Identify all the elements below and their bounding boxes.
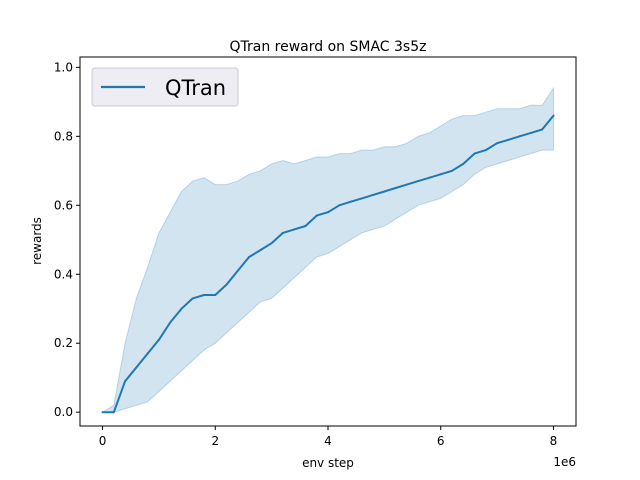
data-point	[428, 176, 431, 179]
data-point	[124, 380, 127, 383]
data-point	[372, 193, 375, 196]
chart-title: QTran reward on SMAC 3s5z	[230, 39, 427, 55]
data-point	[248, 256, 251, 258]
data-point	[552, 114, 555, 117]
data-point	[135, 366, 138, 369]
x-tick-label: 0	[99, 434, 107, 448]
data-point	[349, 200, 352, 203]
data-point	[541, 128, 544, 131]
x-tick-label: 8	[550, 434, 558, 448]
data-point	[327, 211, 329, 214]
confidence-band-0	[100, 86, 554, 413]
x-tick-label: 6	[437, 434, 445, 448]
data-point	[383, 190, 386, 193]
legend: QTran	[91, 67, 239, 107]
x-axis-label: env step	[302, 456, 354, 470]
data-point	[214, 294, 217, 296]
data-point	[484, 149, 487, 152]
data-point	[293, 228, 296, 231]
y-axis-label: rewards	[30, 217, 44, 265]
data-point	[270, 242, 273, 245]
plot-area	[100, 86, 555, 414]
data-point	[101, 411, 104, 414]
data-point	[236, 269, 239, 272]
data-point	[529, 131, 532, 134]
x-tick-label: 4	[324, 434, 332, 448]
data-point	[225, 283, 228, 286]
data-point	[394, 187, 397, 189]
y-tick-label: 0.0	[54, 405, 73, 419]
data-point	[405, 183, 408, 186]
data-point	[112, 411, 115, 414]
x-axis-offset-label: 1e6	[553, 455, 576, 469]
x-axis-ticks: 0 2 4 6 8	[99, 426, 558, 448]
data-point	[473, 152, 476, 155]
data-point	[259, 249, 262, 252]
data-point	[146, 352, 149, 355]
legend-box	[91, 67, 239, 107]
legend-label-qtran: QTran	[165, 76, 226, 100]
data-point	[518, 135, 521, 138]
confidence-band-layer	[100, 86, 554, 413]
data-point	[180, 307, 183, 310]
data-point	[338, 204, 341, 207]
data-point	[169, 321, 172, 324]
data-point	[462, 162, 465, 165]
data-point	[315, 214, 318, 217]
data-point	[360, 197, 363, 200]
data-point	[507, 138, 510, 141]
series-line-layer	[101, 114, 555, 414]
y-axis-ticks: 0.0 0.2 0.4 0.6 0.8 1.0	[54, 60, 80, 419]
data-point	[417, 180, 420, 183]
data-point	[157, 338, 160, 341]
y-tick-label: 0.8	[54, 129, 73, 143]
y-tick-label: 0.2	[54, 336, 73, 350]
data-point	[203, 294, 205, 296]
y-tick-label: 0.4	[54, 267, 73, 281]
y-tick-label: 0.6	[54, 198, 73, 212]
data-point	[304, 225, 307, 227]
x-tick-label: 2	[211, 434, 219, 448]
data-point	[191, 297, 194, 300]
data-point	[496, 142, 499, 145]
data-point	[439, 173, 442, 176]
data-point	[281, 231, 284, 234]
data-point	[451, 169, 453, 172]
y-tick-label: 1.0	[54, 60, 73, 74]
